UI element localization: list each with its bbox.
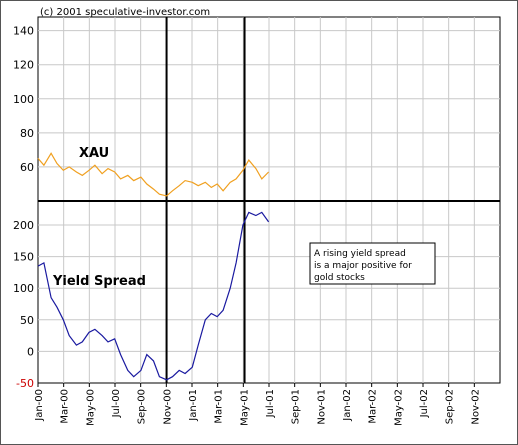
y-tick-label: 200 — [13, 219, 34, 232]
x-tick-label: May-00 — [85, 389, 96, 426]
x-tick-label: Jan-01 — [188, 389, 199, 422]
x-tick-label: May-02 — [393, 389, 404, 426]
x-tick-label: Sep-02 — [445, 389, 456, 424]
annotation-box: A rising yield spread is a major positiv… — [309, 242, 436, 285]
x-tick-label: Nov-02 — [470, 389, 481, 425]
x-tick-label: Sep-00 — [137, 389, 148, 424]
x-tick-label: Mar-00 — [60, 389, 71, 424]
y-tick-label: 60 — [20, 161, 34, 174]
x-tick-label: Nov-01 — [316, 389, 327, 425]
yield-spread-label: Yield Spread — [52, 274, 146, 289]
x-tick-label: Mar-02 — [368, 389, 379, 424]
annotation-line-1: A rising yield spread — [314, 249, 406, 259]
y-tick-label: 100 — [13, 93, 34, 106]
x-tick-label: Mar-01 — [214, 389, 225, 424]
reference-lines — [38, 17, 500, 383]
y-tick-label: 80 — [20, 127, 34, 140]
y-tick-label: 150 — [13, 251, 34, 264]
y-tick-label: 50 — [20, 314, 34, 327]
copyright-text: (c) 2001 speculative-investor.com — [40, 7, 210, 18]
x-tick-label: Sep-01 — [291, 389, 302, 424]
yield-spread-line — [37, 211, 270, 381]
y-tick-label: 120 — [13, 59, 34, 72]
xau-series — [37, 152, 270, 197]
x-tick-label: May-01 — [239, 389, 250, 426]
y-tick-label: 100 — [13, 282, 34, 295]
x-tick-label: Jul-02 — [419, 389, 430, 418]
y-tick-label: 0 — [27, 345, 34, 358]
x-axis: Jan-00 Mar-00 May-00 Jul-00 Sep-00 Nov-00 Jan-… — [34, 383, 481, 426]
xau-label: XAU — [79, 146, 109, 161]
x-tick-label: Nov-00 — [162, 389, 173, 425]
y-tick-label: -50 — [16, 377, 34, 390]
annotation-line-3: gold stocks — [314, 273, 365, 283]
x-tick-label: Jul-00 — [111, 389, 122, 418]
xau-line — [37, 152, 270, 197]
xau-y-axis: 60 80 100 120 140 — [13, 25, 34, 174]
x-tick-label: Jan-02 — [342, 389, 353, 422]
yield-spread-series — [37, 211, 270, 381]
x-tick-label: Jan-00 — [34, 389, 45, 422]
y-tick-label: 140 — [13, 25, 34, 38]
x-tick-label: Jul-01 — [265, 389, 276, 418]
annotation-line-2: is a major positive for — [314, 261, 412, 271]
spread-y-axis: -50 0 50 100 150 200 — [13, 219, 34, 390]
